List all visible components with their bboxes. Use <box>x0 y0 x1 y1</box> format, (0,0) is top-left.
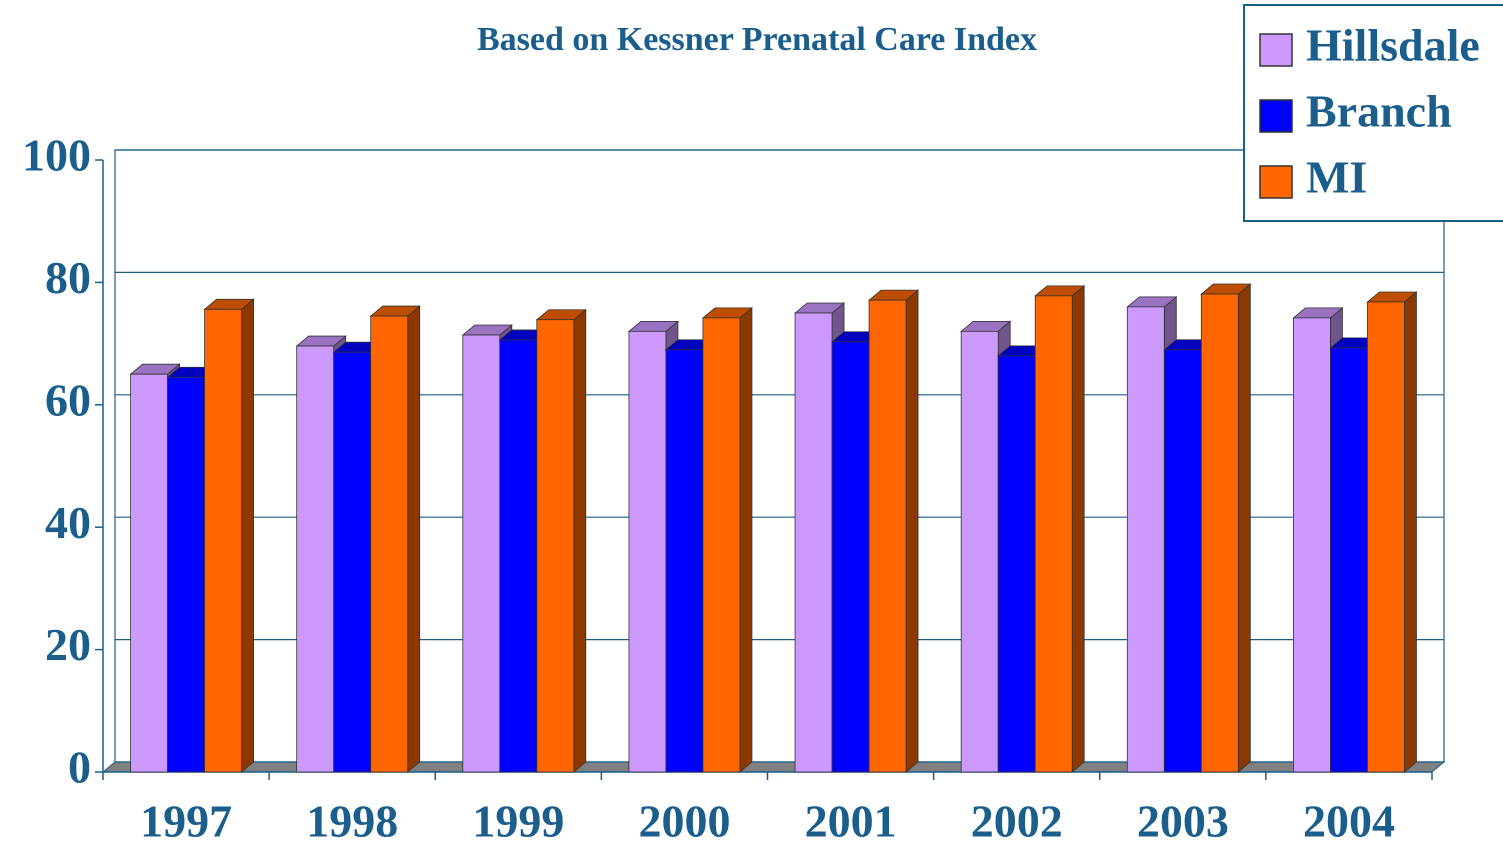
y-tick-label: 80 <box>45 252 91 303</box>
bar <box>1366 291 1418 773</box>
x-tick-label: 2003 <box>1137 796 1229 847</box>
bar-front <box>1330 347 1368 773</box>
bar-front <box>536 319 575 773</box>
bar-front <box>702 317 741 773</box>
bar-front <box>997 355 1036 773</box>
legend-swatch <box>1259 99 1293 133</box>
bar-front <box>665 349 704 773</box>
x-tick-label: 2002 <box>971 796 1063 847</box>
bar-front <box>1163 349 1202 773</box>
bar-side <box>241 298 254 773</box>
bar-front <box>462 334 501 773</box>
bar-side <box>739 307 753 773</box>
bar <box>701 307 754 773</box>
bar-front <box>333 351 372 773</box>
bar <box>1034 285 1086 773</box>
bar-front <box>204 308 242 773</box>
y-tick-label: 0 <box>68 742 91 793</box>
x-tick-label: 1997 <box>140 796 232 847</box>
bar-front <box>167 376 205 773</box>
bar-front <box>1200 293 1239 773</box>
bar <box>369 305 421 773</box>
bar-front <box>1293 317 1331 773</box>
bar-front <box>130 373 168 773</box>
bar-front <box>1367 301 1405 773</box>
bar-front <box>794 312 833 773</box>
legend-label: Hillsdale <box>1306 20 1480 71</box>
bar-front <box>370 315 409 773</box>
legend-swatch <box>1259 33 1293 67</box>
bar <box>535 308 587 773</box>
y-tick-label: 60 <box>45 374 91 425</box>
bar-side <box>1071 285 1085 773</box>
x-tick-label: 1999 <box>472 796 564 847</box>
legend-label: MI <box>1306 152 1367 203</box>
chart-title: Based on Kessner Prenatal Care Index <box>477 21 1037 58</box>
y-tick-label: 100 <box>22 130 91 181</box>
bar-front <box>868 299 907 773</box>
legend-label: Branch <box>1306 86 1452 137</box>
bar-side <box>407 305 421 773</box>
x-tick-label: 2004 <box>1303 796 1395 847</box>
x-tick-label: 2001 <box>805 796 897 847</box>
bar-front <box>1034 295 1073 773</box>
bar-front <box>296 345 335 773</box>
bar-side <box>1404 291 1417 773</box>
bar-side <box>573 308 587 773</box>
legend-swatch <box>1259 165 1293 199</box>
bar <box>1200 283 1252 773</box>
bar-front <box>960 330 999 773</box>
bar-front <box>1126 306 1165 773</box>
bar-front <box>499 339 538 773</box>
x-tick-label: 1998 <box>306 796 398 847</box>
bar <box>203 298 255 773</box>
bar <box>867 289 920 773</box>
y-tick-label: 40 <box>45 497 91 548</box>
y-tick-label: 20 <box>45 619 91 670</box>
bar-front <box>628 330 667 773</box>
bar-side <box>1237 283 1251 773</box>
bar-front <box>831 341 870 773</box>
x-tick-label: 2000 <box>638 796 730 847</box>
bar-side <box>905 289 919 773</box>
